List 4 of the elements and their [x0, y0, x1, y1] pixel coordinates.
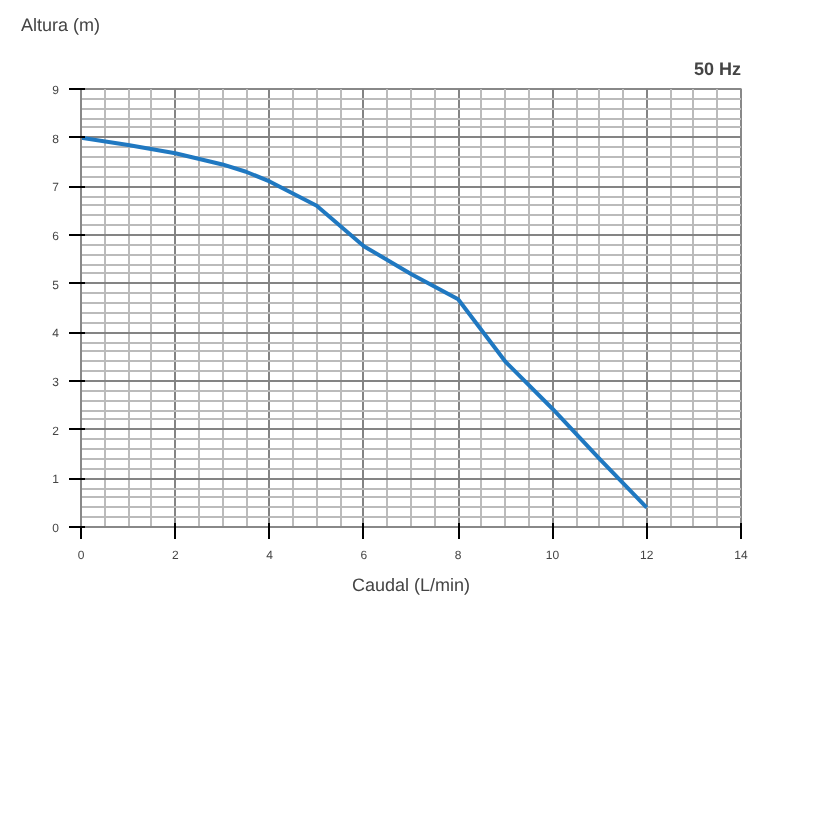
line-series: [81, 135, 649, 510]
text: 50 Hz: [693, 59, 742, 79]
x-axis-title: Caudal (L/min): [351, 575, 471, 595]
y-axis-title: Altura (m): [21, 15, 101, 35]
